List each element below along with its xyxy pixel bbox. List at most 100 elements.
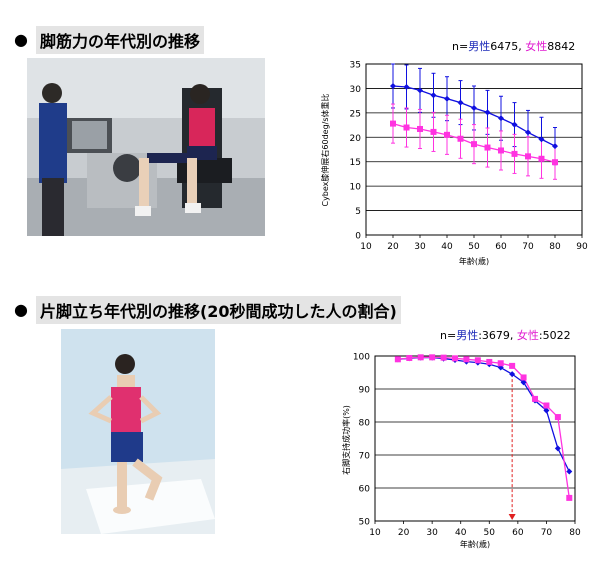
chart2-xtick-label: 50: [484, 528, 496, 538]
chart1-xticks: 10 20 30 40 50 60 70 80 90: [360, 235, 588, 252]
reference-arrow-icon: [508, 514, 516, 520]
chart1-series-1-point: [498, 147, 504, 154]
section-2-sample-size: n=男性:3679, 女性:5022: [440, 329, 571, 342]
chart2-grid: [375, 388, 575, 489]
chart1-yticks: 0 5 10 15 20 25 30 35: [350, 61, 362, 242]
chart1-xtick-label: 60: [495, 242, 507, 252]
chart2-series-1-point: [509, 362, 516, 369]
chart2-plot-frame: [374, 355, 576, 522]
chart1-xtick-label: 50: [468, 242, 480, 252]
chart2-xtick-label: 30: [426, 528, 438, 538]
chart1-ytick-label: 20: [350, 134, 362, 144]
chart2-xtick-label: 20: [398, 528, 410, 538]
chart2-series-0-point: [509, 371, 516, 378]
chart1-series-0-point: [484, 109, 491, 116]
chart2-series-1-point: [554, 414, 561, 421]
chart2-ytick-label: 50: [359, 518, 371, 528]
chart2-series-1-point: [417, 354, 424, 361]
chart1-xtick-label: 90: [576, 242, 588, 252]
chart2-series-1-point: [486, 358, 493, 365]
chart1-series-1-point: [525, 153, 531, 160]
chart2-xticks: 10 20 30 40 50 60 70 80: [369, 521, 581, 538]
chart2-xtick-label: 80: [569, 528, 581, 538]
chart2-series-1-point: [566, 494, 573, 501]
chart2-xtick-label: 40: [455, 528, 467, 538]
chart2-lines: [397, 356, 570, 498]
chart1-series-1-point: [390, 120, 396, 127]
chart1-ytick-label: 0: [355, 232, 361, 242]
chart2-xtick-label: 10: [369, 528, 381, 538]
chart2-ytick-label: 100: [353, 353, 370, 363]
one-leg-stand-photo: [61, 329, 215, 534]
chart2-ylabel: 右脚支持成功率(%): [341, 405, 351, 475]
chart1-ytick-label: 10: [350, 183, 362, 193]
chart2-series-1-point: [440, 354, 447, 361]
chart1-ytick-label: 15: [350, 158, 361, 168]
section-1-header: ● 脚筋力の年代別の推移: [14, 26, 204, 54]
chart2-series-1-point: [406, 354, 413, 361]
chart1-series-0-point: [430, 92, 437, 99]
chart1-series-1-point: [444, 131, 450, 138]
chart1-xtick-label: 70: [522, 242, 534, 252]
chart1-series-0-point: [457, 99, 464, 106]
chart1-series-0-point: [511, 121, 518, 128]
chart2-series-1-point: [474, 357, 481, 364]
chart2-yticks: 50 60 70 80 90 100: [353, 353, 370, 528]
chart2-series-1-point: [520, 374, 527, 381]
chart1-series-0-point: [444, 95, 450, 102]
chart2-series-1-point: [429, 354, 436, 361]
chart2-series-0-point: [566, 468, 573, 475]
chart2-series-1-point: [532, 395, 538, 402]
chart2-series-0-point: [554, 445, 561, 452]
chart1-series-1-point: [538, 155, 545, 162]
chart1-series-1-point: [457, 135, 464, 142]
chart1-xtick-label: 10: [360, 242, 372, 252]
chart1-series-0-point: [403, 83, 410, 90]
section-2-header: ● 片脚立ち年代別の推移(20秒間成功した人の割合): [14, 296, 401, 324]
chart1-xlabel: 年齢(歳): [459, 256, 489, 266]
section-1-sample-size: n=男性6475, 女性8842: [452, 40, 576, 53]
chart2-series-0-line: [397, 356, 570, 472]
chart1-xtick-label: 80: [549, 242, 561, 252]
chart1-ytick-label: 30: [350, 85, 362, 95]
chart1-series-0-point: [552, 143, 558, 150]
chart2-ytick-label: 70: [359, 452, 371, 462]
chart1-xtick-label: 30: [414, 242, 426, 252]
chart2-xlabel: 年齢(歳): [460, 539, 490, 549]
chart1-series-0-point: [525, 129, 531, 136]
bullet-icon: ●: [14, 30, 28, 49]
chart1-ytick-label: 35: [350, 61, 361, 71]
chart1-ylabel: Cybex膝伸展右60deg/s体重比: [320, 93, 330, 206]
bullet-icon: ●: [14, 300, 28, 319]
chart2-xtick-label: 60: [512, 528, 524, 538]
chart1-ytick-label: 25: [350, 109, 361, 119]
chart2-ytick-label: 80: [359, 419, 371, 429]
section-2-title: 片脚立ち年代別の推移(20秒間成功した人の割合): [35, 296, 401, 324]
chart2-series-1-point: [452, 355, 458, 362]
chart1-ytick-label: 5: [355, 207, 361, 217]
chart2-series-1-point: [394, 356, 401, 363]
chart1-xtick-label: 40: [441, 242, 453, 252]
chart2-series-0-point: [543, 407, 550, 414]
chart1-markers: [390, 82, 558, 166]
chart1-series-1-point: [471, 141, 477, 148]
section-1-title: 脚筋力の年代別の推移: [35, 26, 204, 54]
chart1-series-0-point: [471, 104, 477, 111]
chart1-series-1-point: [417, 125, 423, 132]
chart1-series-1-point: [484, 144, 491, 151]
chart2-series-0-point: [520, 379, 527, 386]
chart1-series-0-point: [498, 115, 504, 122]
chart1-series-1-point: [403, 124, 410, 131]
chart2-series-1-point: [497, 360, 504, 367]
strength-test-photo: [27, 58, 265, 236]
chart2-markers: [394, 354, 573, 501]
chart1-series-0-point: [417, 87, 423, 94]
chart1-series-0-point: [538, 136, 545, 143]
chart1-series-1-point: [430, 128, 437, 135]
chart1-xtick-label: 20: [387, 242, 399, 252]
chart2-ytick-label: 90: [359, 386, 371, 396]
chart2-series-1-point: [543, 402, 550, 409]
chart2-ytick-label: 60: [359, 485, 371, 495]
chart1-series-1-point: [511, 150, 518, 157]
chart2-xtick-label: 70: [541, 528, 553, 538]
